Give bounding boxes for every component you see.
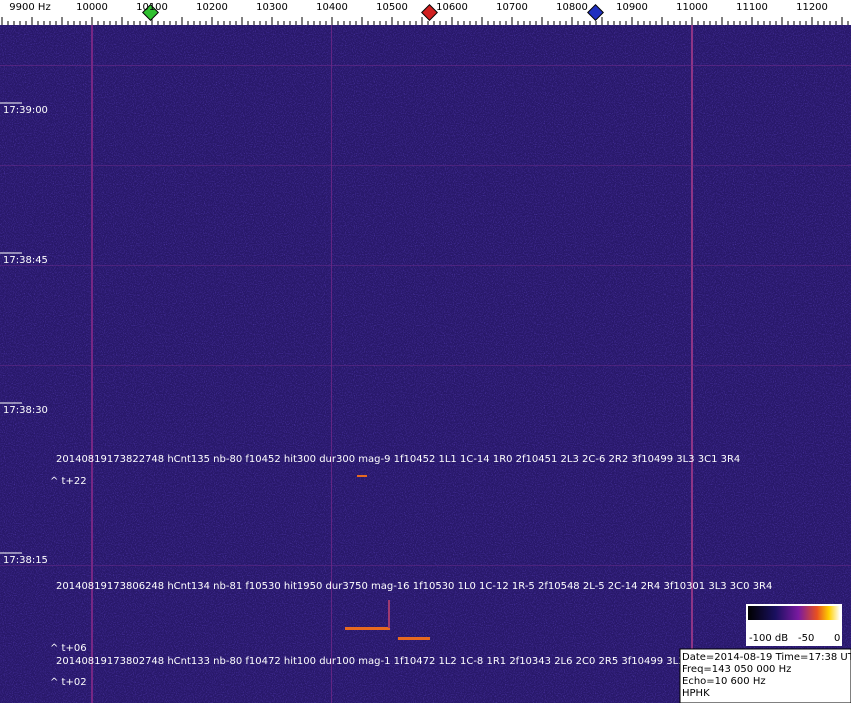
event-text: 20140819173802748 hCnt133 nb-80 f10472 h… <box>56 656 711 667</box>
time-label: 17:39:00 <box>3 105 48 116</box>
colorbar-label: -100 dB <box>749 633 788 644</box>
frequency-label: 10100 <box>136 2 168 13</box>
info-line: HPHK <box>682 688 710 699</box>
meteor-echoes <box>345 475 430 640</box>
event-logs: 20140819173822748 hCnt135 nb-80 f10452 h… <box>50 454 772 688</box>
colorbar: -100 dB -50 0 <box>746 604 842 646</box>
frequency-label: 11200 <box>796 2 828 13</box>
event-offset: ^ t+02 <box>50 677 87 688</box>
frequency-label: 10700 <box>496 2 528 13</box>
frequency-label: 10400 <box>316 2 348 13</box>
frequency-label: 10800 <box>556 2 588 13</box>
frequency-labels: 9900 Hz 10000 10100 10200 10300 10400 10500 106… <box>9 2 828 13</box>
ruler-ticks <box>1 17 849 25</box>
frequency-label: 11000 <box>676 2 708 13</box>
frequency-label: 11100 <box>736 2 768 13</box>
time-label: 17:38:45 <box>3 255 48 266</box>
time-label: 17:38:15 <box>3 555 48 566</box>
frequency-label: 10200 <box>196 2 228 13</box>
frequency-label: 9900 Hz <box>9 2 50 13</box>
frequency-label: 10000 <box>76 2 108 13</box>
info-line: Freq=143 050 000 Hz <box>682 664 791 675</box>
info-box: Date=2014-08-19 Time=17:38 UTC Freq=143 … <box>679 648 851 703</box>
time-labels: 17:39:00 17:38:45 17:38:30 17:38:15 <box>0 102 48 566</box>
colorbar-label: 0 <box>834 633 840 644</box>
frequency-label: 10500 <box>376 2 408 13</box>
time-label: 17:38:30 <box>3 405 48 416</box>
grid-lines <box>0 25 851 703</box>
frequency-label: 10300 <box>256 2 288 13</box>
event-offset: ^ t+22 <box>50 476 87 487</box>
event-text: 20140819173822748 hCnt135 nb-80 f10452 h… <box>56 454 740 465</box>
frequency-label: 10900 <box>616 2 648 13</box>
info-line: Date=2014-08-19 Time=17:38 UTC <box>682 652 851 663</box>
frequency-label: 10600 <box>436 2 468 13</box>
event-text: 20140819173806248 hCnt134 nb-81 f10530 h… <box>56 581 772 592</box>
frequency-markers <box>142 4 604 21</box>
colorbar-label: -50 <box>798 633 814 644</box>
waterfall-noise <box>0 25 851 703</box>
event-offset: ^ t+06 <box>50 643 87 654</box>
info-line: Echo=10 600 Hz <box>682 676 766 687</box>
